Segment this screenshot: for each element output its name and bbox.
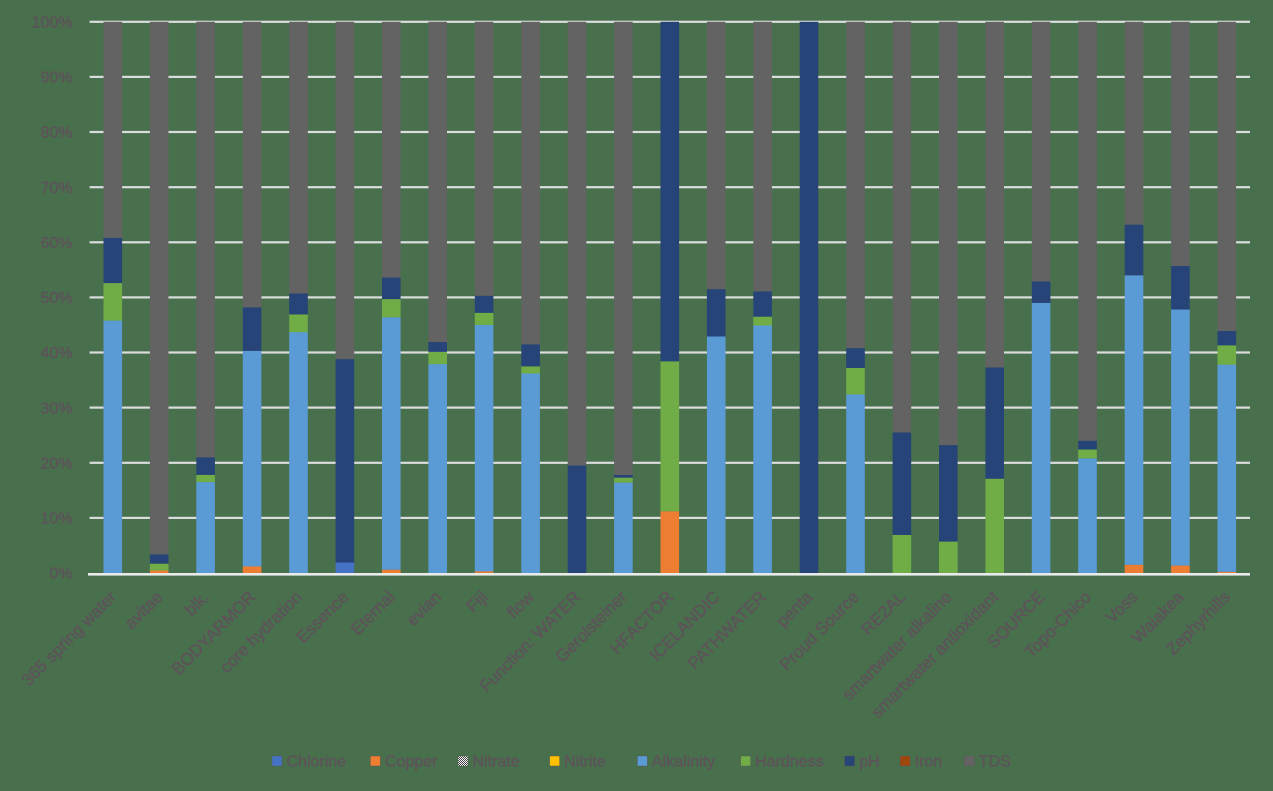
svg-text:TDS: TDS xyxy=(979,753,1011,770)
svg-text:Hardness: Hardness xyxy=(755,753,823,770)
svg-text:Copper: Copper xyxy=(385,753,438,770)
svg-text:0%: 0% xyxy=(49,566,72,583)
svg-text:10%: 10% xyxy=(40,511,72,528)
svg-text:pH: pH xyxy=(859,753,879,770)
svg-text:90%: 90% xyxy=(40,70,72,87)
svg-text:70%: 70% xyxy=(40,180,72,197)
svg-text:Chlorine: Chlorine xyxy=(287,753,347,770)
svg-text:40%: 40% xyxy=(40,345,72,362)
svg-text:60%: 60% xyxy=(40,235,72,252)
svg-text:50%: 50% xyxy=(40,290,72,307)
svg-text:100%: 100% xyxy=(32,15,73,32)
svg-text:30%: 30% xyxy=(40,400,72,417)
svg-text:Alkalinity: Alkalinity xyxy=(652,753,715,770)
svg-text:20%: 20% xyxy=(40,456,72,473)
svg-text:Nitrate: Nitrate xyxy=(473,753,520,770)
svg-text:Nitrite: Nitrite xyxy=(564,753,606,770)
svg-text:80%: 80% xyxy=(40,125,72,142)
svg-text:Iron: Iron xyxy=(915,753,943,770)
